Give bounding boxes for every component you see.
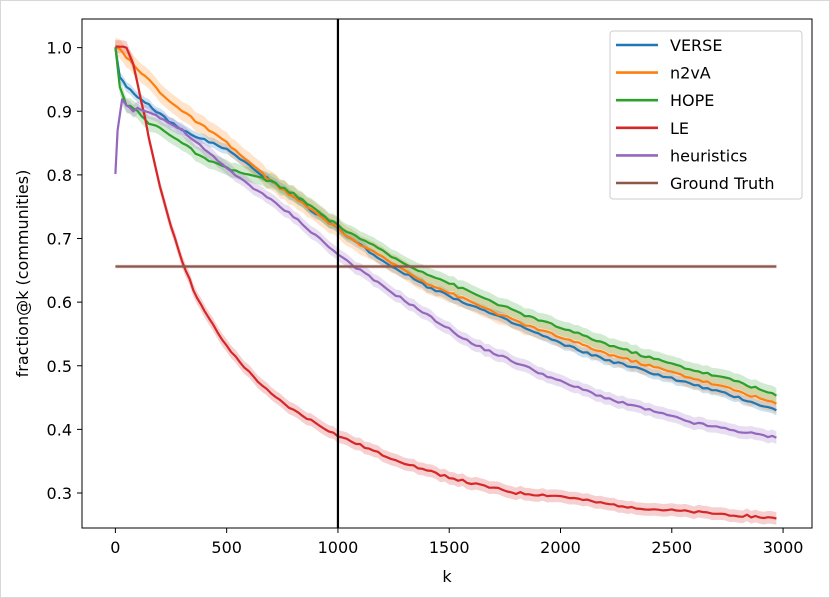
ticks: 0 500 1000 1500 2000 2500 3000 0.3 0.4 0.5 0.6 0.7 0…	[47, 39, 804, 557]
legend-label-n2va: n2vA	[670, 64, 711, 83]
x-tick-label: 1000	[318, 538, 359, 557]
y-tick-label: 0.3	[47, 484, 72, 503]
plot-area-border	[81, 18, 813, 529]
series-line-hope	[114, 47, 777, 397]
band-n2va	[115, 37, 777, 414]
y-tick-label: 0.4	[47, 420, 72, 439]
x-tick-label: 2000	[540, 538, 581, 557]
x-tick-label: 0	[110, 538, 120, 557]
legend-label-ground-truth: Ground Truth	[670, 174, 775, 193]
legend-label-heuristics: heuristics	[670, 146, 747, 165]
band-hope	[115, 39, 777, 404]
x-tick-label: 2500	[651, 538, 692, 557]
series-line-le	[115, 45, 777, 520]
series-line-heuristics	[114, 98, 777, 439]
x-tick-label: 3000	[763, 538, 804, 557]
series-line-verse	[114, 47, 777, 412]
y-tick-label: 1.0	[47, 39, 72, 58]
axes	[81, 18, 813, 529]
y-tick-label: 0.9	[47, 102, 72, 121]
legend-label-le: LE	[670, 119, 689, 138]
y-axis-label: fraction@k (communities)	[13, 170, 32, 378]
band-le	[115, 40, 777, 525]
series-line-n2va	[115, 46, 777, 405]
y-tick-label: 0.5	[47, 357, 72, 376]
legend-label-verse: VERSE	[670, 36, 722, 55]
y-tick-label: 0.8	[47, 166, 72, 185]
x-axis-label: k	[442, 567, 452, 586]
legend-label-hope: HOPE	[670, 91, 714, 110]
x-tick-label: 1500	[429, 538, 470, 557]
y-tick-label: 0.7	[47, 230, 72, 249]
y-tick-label: 0.6	[47, 293, 72, 312]
series-lines	[114, 45, 777, 520]
legend: VERSE n2vA HOPE LE heuristics Ground Truth	[609, 30, 803, 200]
x-tick-label: 500	[211, 538, 242, 557]
